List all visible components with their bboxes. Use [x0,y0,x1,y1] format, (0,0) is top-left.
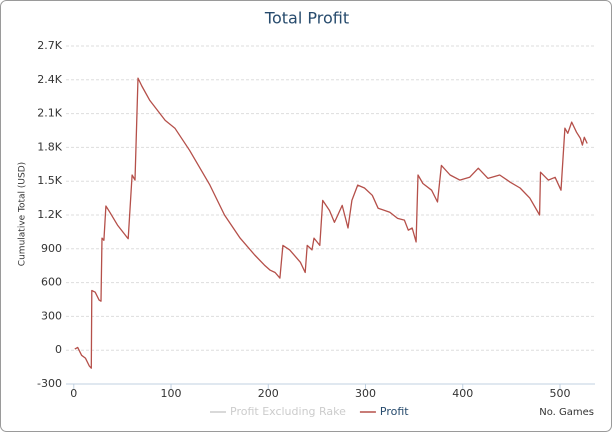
y-tick-label: -300 [37,377,62,390]
chart-title: Total Profit [264,9,349,28]
x-tick-label: 0 [70,387,77,400]
y-tick-label: 2.4K [37,73,62,86]
legend-label[interactable]: Profit [380,405,409,418]
y-tick-label: 1.2K [37,208,62,221]
y-tick-label: 0 [55,343,62,356]
y-tick-label: 300 [41,309,62,322]
y-axis-title: Cumulative Total (USD) [18,162,28,266]
x-tick-label: 300 [355,387,376,400]
x-tick-label: 100 [161,387,182,400]
x-tick-label: 400 [452,387,473,400]
x-tick-label: 500 [549,387,570,400]
y-tick-label: 1.8K [37,140,62,153]
y-tick-label: 1.5K [37,174,62,187]
y-tick-label: 900 [41,242,62,255]
legend-label[interactable]: Profit Excluding Rake [230,405,346,418]
y-tick-label: 2.1K [37,107,62,120]
x-axis-title: No. Games [539,407,594,418]
y-tick-label: 2.7K [37,39,62,52]
profit-line [74,77,588,369]
y-tick-label: 600 [41,276,62,289]
x-tick-label: 200 [258,387,279,400]
